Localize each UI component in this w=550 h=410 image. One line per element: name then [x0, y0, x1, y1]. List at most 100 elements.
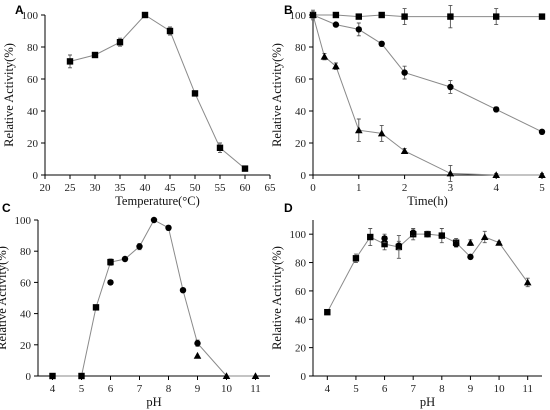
- panel-b-y-tick-label: 100: [290, 10, 307, 22]
- panel-c-x-tick-label: 4: [50, 383, 56, 395]
- panel-c-x-axis-title: pH: [146, 395, 161, 409]
- panel-a-square-marker: [91, 51, 99, 59]
- panel-a-x-tick-label: 25: [65, 182, 77, 194]
- panel-c-x-tick-label: 9: [195, 383, 201, 395]
- panel-a-y-axis-title: Relative Activity(%): [2, 43, 16, 147]
- panel-d-triangle-marker: [495, 238, 503, 246]
- panel-d-trend-line: [326, 233, 529, 313]
- panel-c-x-tick-label: 11: [250, 383, 261, 395]
- panel-a-y-tick-label: 80: [27, 42, 39, 54]
- panel-d-y-tick-label: 0: [301, 371, 307, 383]
- panel-b-square-marker: [538, 13, 546, 20]
- panel-b-circle-marker: [493, 106, 500, 113]
- panel-b-y-tick-label: 20: [295, 138, 307, 150]
- panel-c-x-tick-label: 8: [166, 383, 172, 395]
- panel-b-y-tick-label: 0: [301, 170, 307, 182]
- panel-b-square-marker: [355, 13, 362, 20]
- panel-b-x-tick-label: 1: [356, 182, 362, 194]
- panel-d-series-triangle: [466, 230, 532, 288]
- panel-c-square-marker: [92, 304, 100, 311]
- panel-c: C 4 5 6 7 8 9 10 11 0 20 40 60 80 100 pH Relative Activi…: [0, 201, 270, 409]
- panel-a-x-tick-label: 40: [140, 182, 152, 194]
- panel-d-y-tick-label: 80: [295, 258, 307, 270]
- panel-d: D 4 5 6 7 8 9 10 11 0 20 40 60 80 100 pH Relative Activi…: [270, 201, 542, 409]
- panel-c-y-axis-title: Relative Activity(%): [0, 246, 9, 350]
- panel-a-y-tick-label: 40: [27, 106, 39, 118]
- panel-d-series-square: [324, 228, 460, 316]
- panel-c-x-tick-label: 10: [221, 383, 233, 395]
- panel-b-circle-marker: [447, 83, 454, 91]
- panel-d-series-circle: [381, 229, 474, 261]
- panel-b-y-tick-label: 40: [295, 106, 307, 118]
- panel-a-square-marker: [216, 144, 224, 151]
- panel-b: B 0 1 2 3 4 5 0 20 40 60 80 100 Time(h) Relative Activ…: [270, 3, 546, 208]
- panel-c-trend-line: [52, 219, 256, 377]
- panel-d-x-tick-label: 8: [439, 383, 445, 395]
- panel-b-square-marker: [378, 11, 385, 19]
- panel-a-axes: [44, 15, 270, 176]
- panel-a-y-tick-label: 100: [22, 10, 39, 22]
- panel-b-axes: [312, 15, 542, 176]
- panel-a-x-tick-label: 30: [90, 182, 102, 194]
- panel-a-square-marker: [116, 39, 124, 46]
- panel-c-axes: [37, 220, 270, 377]
- panel-b-square-marker: [401, 13, 408, 20]
- panel-d-triangle-marker: [466, 238, 475, 246]
- panel-d-axes: [312, 220, 542, 377]
- panel-b-circle-marker: [378, 40, 385, 47]
- panel-b-circle-marker: [332, 21, 340, 28]
- panel-c-triangle-marker: [251, 372, 260, 379]
- panel-a-square-marker: [141, 11, 149, 19]
- panel-c-square-marker: [49, 372, 56, 380]
- panel-d-y-tick-label: 20: [295, 343, 307, 355]
- panel-a-square-marker: [241, 165, 249, 172]
- panel-b-triangle-marker: [355, 126, 363, 134]
- panel-a-x-tick-label: 55: [215, 182, 227, 194]
- panel-b-y-axis-title: Relative Activity(%): [270, 43, 284, 147]
- panel-c-y-tick-label: 100: [15, 215, 32, 227]
- panel-d-x-tick-label: 7: [410, 383, 416, 395]
- panel-b-triangle-marker: [332, 62, 340, 70]
- panel-b-x-tick-label: 2: [402, 182, 408, 194]
- panel-b-circle-marker: [401, 69, 408, 76]
- panel-d-circle-marker: [438, 232, 446, 239]
- panel-d-x-tick-label: 4: [325, 383, 331, 395]
- panel-c-square-marker: [78, 372, 85, 380]
- panel-a-series-square: [66, 11, 249, 172]
- panel-d-x-tick-label: 9: [468, 383, 474, 395]
- panel-b-square-marker: [332, 11, 340, 19]
- panel-d-x-axis-title: pH: [420, 395, 435, 409]
- panel-a-x-tick-label: 35: [115, 182, 127, 194]
- panel-d-square-marker: [352, 255, 360, 262]
- panel-d-circle-marker: [467, 253, 474, 261]
- panel-b-x-tick-label: 4: [493, 182, 499, 194]
- panel-c-y-tick-label: 40: [20, 309, 32, 321]
- panel-a-x-tick-label: 60: [240, 182, 252, 194]
- panel-b-triangle-marker: [400, 147, 409, 154]
- panel-b-triangle-marker: [446, 169, 455, 177]
- panel-b-series-square: [309, 4, 546, 29]
- panel-b-circle-marker: [355, 26, 362, 33]
- panel-b-circle-line: [312, 14, 543, 133]
- panel-c-x-tick-label: 6: [108, 383, 114, 395]
- panel-c-x-tick-label: 5: [79, 383, 85, 395]
- panel-c-series-triangle: [193, 351, 260, 379]
- panel-d-triangle-marker: [480, 233, 489, 241]
- panel-b-y-tick-label: 60: [295, 74, 307, 86]
- panel-b-square-line: [313, 14, 542, 18]
- panel-b-y-tick-label: 80: [295, 42, 307, 54]
- panel-c-circle-marker: [107, 279, 114, 286]
- panel-b-x-tick-label: 0: [310, 182, 316, 194]
- panel-d-y-tick-label: 60: [295, 286, 307, 298]
- panel-a-y-tick-label: 60: [27, 74, 39, 86]
- panel-c-series-square: [49, 258, 114, 380]
- panel-c-circle-marker: [194, 340, 201, 347]
- panel-c-series-circle: [107, 216, 201, 347]
- panel-a: A20 25 30 35 40 45 50 55 60 65020406080100Tempera…: [2, 3, 276, 208]
- panel-c-y-tick-label: 60: [20, 277, 32, 289]
- panel-b-triangle-marker: [320, 52, 329, 60]
- panel-c-triangle-marker: [222, 372, 231, 379]
- panel-b-triangle-line: [312, 14, 542, 176]
- panel-a-y-tick-label: 20: [27, 138, 39, 150]
- panel-b-triangle-marker: [309, 11, 317, 18]
